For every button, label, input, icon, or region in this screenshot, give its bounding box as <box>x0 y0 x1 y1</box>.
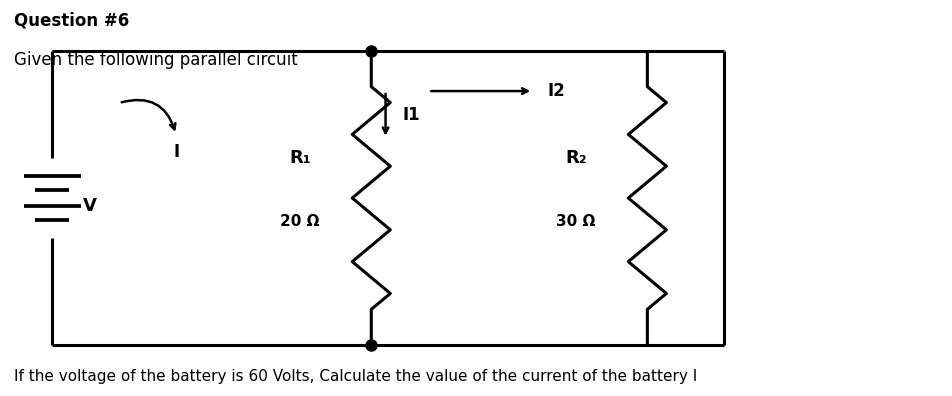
Text: I2: I2 <box>547 82 565 100</box>
Text: V: V <box>83 197 97 215</box>
Text: Given the following parallel circuit: Given the following parallel circuit <box>14 51 298 69</box>
Text: Question #6: Question #6 <box>14 12 129 30</box>
Text: 30 Ω: 30 Ω <box>556 214 596 229</box>
Text: 20 Ω: 20 Ω <box>280 214 320 229</box>
Text: If the voltage of the battery is 60 Volts, Calculate the value of the current of: If the voltage of the battery is 60 Volt… <box>14 369 698 384</box>
Text: I1: I1 <box>403 106 421 124</box>
Text: I: I <box>173 143 179 160</box>
Text: R₂: R₂ <box>565 149 586 168</box>
Text: R₁: R₁ <box>289 149 310 168</box>
